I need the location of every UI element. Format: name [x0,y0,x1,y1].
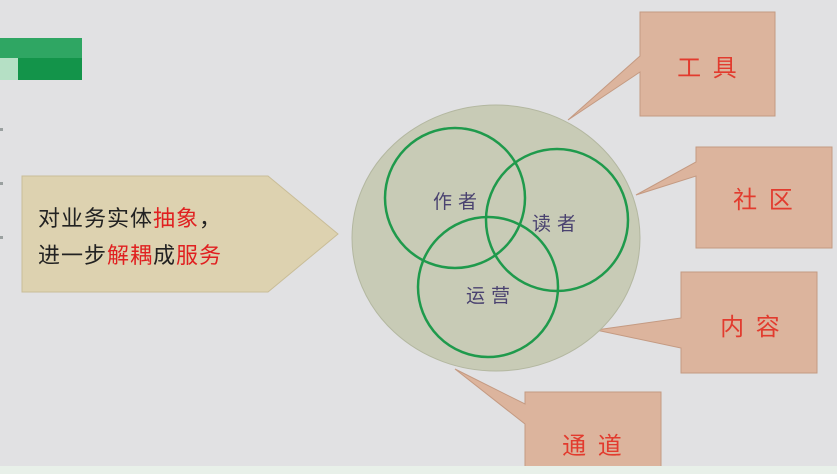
arrow-text-segment: 对业务实体 [38,207,153,232]
callout-tools [567,11,776,121]
venn-circle-authors [383,126,527,270]
venn-label-authors: 作 者 [433,191,477,213]
venn-label-readers: 读 者 [532,213,576,235]
callout-channel-label: 通 道 [562,432,624,460]
arrow-shape [21,175,339,293]
callout-channel [454,368,662,469]
edge-mark [0,182,3,185]
callout-tools-label: 工 具 [677,54,739,82]
arrow-text-segment: 成 [153,244,176,269]
arrow-text-line2: 进一步解耦成服务 [38,244,222,269]
arrow-text-segment: 进一步 [38,244,107,269]
arrow-text-highlight: 服务 [176,244,222,269]
edge-mark [0,236,3,239]
arrow-text-highlight: 解耦 [107,244,153,269]
bottom-strip [0,466,837,474]
callout-content-label: 内 容 [720,313,782,341]
logo-block-dark [18,58,82,80]
venn-label-operations: 运 营 [466,285,510,307]
arrow-text-highlight: 抽象 [153,207,199,232]
logo-block-light [0,58,18,80]
arrow-text-line1: 对业务实体抽象， [38,207,222,232]
callout-community-label: 社 区 [733,186,795,214]
arrow-text-segment: ， [199,207,222,232]
callout-content [595,271,818,374]
logo-bar [0,38,82,58]
venn-background [351,104,641,372]
callout-community [635,146,833,249]
edge-mark [0,128,3,131]
venn-circle-operations [416,215,560,359]
